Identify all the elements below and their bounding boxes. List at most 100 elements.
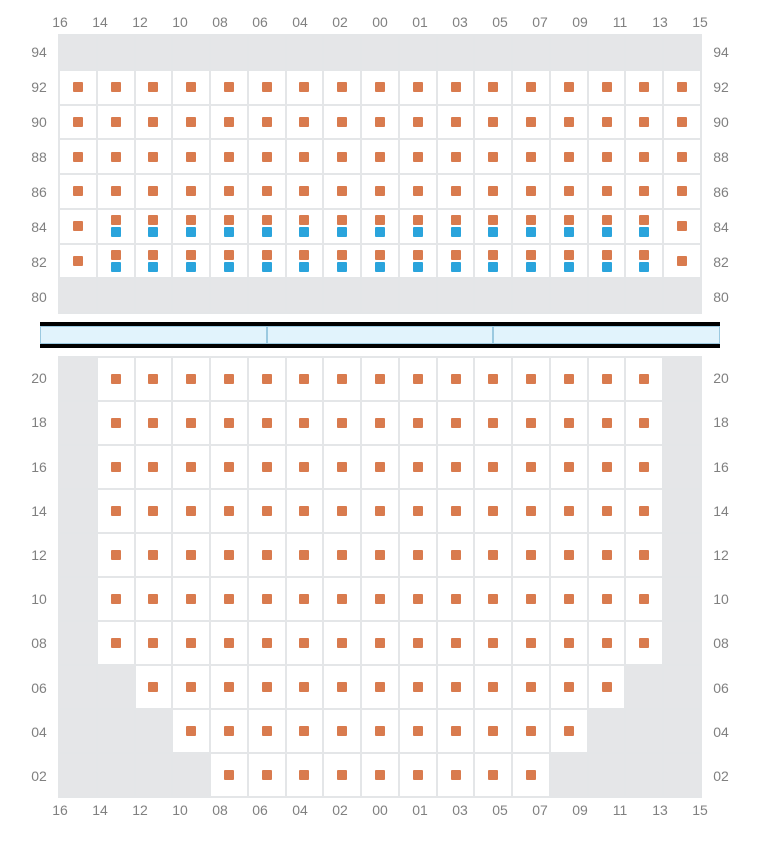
seat-cell[interactable] [286,445,324,489]
seat-cell[interactable] [323,533,361,577]
seat-cell[interactable] [286,709,324,753]
seat-cell[interactable] [286,489,324,533]
seat-cell[interactable] [399,445,437,489]
seat-cell[interactable] [172,577,210,621]
seat-cell[interactable] [512,209,550,244]
seat-cell[interactable] [172,174,210,209]
seat-cell[interactable] [399,209,437,244]
seat-cell[interactable] [512,489,550,533]
seat-cell[interactable] [248,209,286,244]
seat-cell[interactable] [59,174,97,209]
seat-cell[interactable] [286,401,324,445]
seat-cell[interactable] [59,209,97,244]
seat-cell[interactable] [474,489,512,533]
seat-cell[interactable] [172,709,210,753]
seat-cell[interactable] [588,139,626,174]
seat-cell[interactable] [248,621,286,665]
seat-cell[interactable] [512,105,550,140]
seat-cell[interactable] [550,709,588,753]
seat-cell[interactable] [135,357,173,401]
seat-cell[interactable] [172,357,210,401]
seat-cell[interactable] [625,489,663,533]
seat-cell[interactable] [625,621,663,665]
seat-cell[interactable] [172,665,210,709]
seat-cell[interactable] [210,533,248,577]
seat-cell[interactable] [97,621,135,665]
seat-cell[interactable] [59,139,97,174]
seat-cell[interactable] [474,445,512,489]
seat-cell[interactable] [135,174,173,209]
seat-cell[interactable] [323,709,361,753]
seat-cell[interactable] [135,139,173,174]
seat-cell[interactable] [625,209,663,244]
seat-cell[interactable] [512,445,550,489]
seat-cell[interactable] [210,445,248,489]
seat-cell[interactable] [135,445,173,489]
seat-cell[interactable] [512,577,550,621]
seat-cell[interactable] [474,665,512,709]
seat-cell[interactable] [625,401,663,445]
seat-cell[interactable] [399,357,437,401]
seat-cell[interactable] [474,401,512,445]
seat-cell[interactable] [361,70,399,105]
seat-cell[interactable] [399,139,437,174]
seat-cell[interactable] [210,174,248,209]
seat-cell[interactable] [97,357,135,401]
seat-cell[interactable] [550,577,588,621]
seat-cell[interactable] [210,709,248,753]
seat-cell[interactable] [172,445,210,489]
seat-cell[interactable] [286,70,324,105]
seat-cell[interactable] [172,621,210,665]
seat-cell[interactable] [512,174,550,209]
seat-cell[interactable] [625,105,663,140]
seat-cell[interactable] [286,577,324,621]
seat-cell[interactable] [135,401,173,445]
seat-cell[interactable] [437,753,475,797]
seat-cell[interactable] [625,244,663,279]
seat-cell[interactable] [361,709,399,753]
seat-cell[interactable] [588,70,626,105]
seat-cell[interactable] [210,577,248,621]
seat-cell[interactable] [97,105,135,140]
seat-cell[interactable] [588,665,626,709]
seat-cell[interactable] [97,244,135,279]
seat-cell[interactable] [588,357,626,401]
seat-cell[interactable] [286,139,324,174]
seat-cell[interactable] [663,174,701,209]
seat-cell[interactable] [550,174,588,209]
seat-cell[interactable] [399,753,437,797]
seat-cell[interactable] [437,533,475,577]
seat-cell[interactable] [550,244,588,279]
seat-cell[interactable] [550,445,588,489]
seat-cell[interactable] [361,577,399,621]
seat-cell[interactable] [135,577,173,621]
seat-cell[interactable] [437,139,475,174]
seat-cell[interactable] [248,489,286,533]
seat-cell[interactable] [625,357,663,401]
seat-cell[interactable] [97,533,135,577]
seat-cell[interactable] [286,357,324,401]
seat-cell[interactable] [437,174,475,209]
seat-cell[interactable] [361,753,399,797]
seat-cell[interactable] [512,70,550,105]
seat-cell[interactable] [323,401,361,445]
seat-cell[interactable] [97,577,135,621]
seat-cell[interactable] [210,665,248,709]
seat-cell[interactable] [210,621,248,665]
seat-cell[interactable] [286,244,324,279]
seat-cell[interactable] [437,445,475,489]
seat-cell[interactable] [248,70,286,105]
seat-cell[interactable] [210,209,248,244]
seat-cell[interactable] [323,357,361,401]
seat-cell[interactable] [550,209,588,244]
seat-cell[interactable] [474,753,512,797]
seat-cell[interactable] [172,401,210,445]
seat-cell[interactable] [361,174,399,209]
seat-cell[interactable] [512,139,550,174]
seat-cell[interactable] [135,665,173,709]
seat-cell[interactable] [286,105,324,140]
seat-cell[interactable] [512,753,550,797]
seat-cell[interactable] [323,753,361,797]
seat-cell[interactable] [210,753,248,797]
seat-cell[interactable] [97,174,135,209]
